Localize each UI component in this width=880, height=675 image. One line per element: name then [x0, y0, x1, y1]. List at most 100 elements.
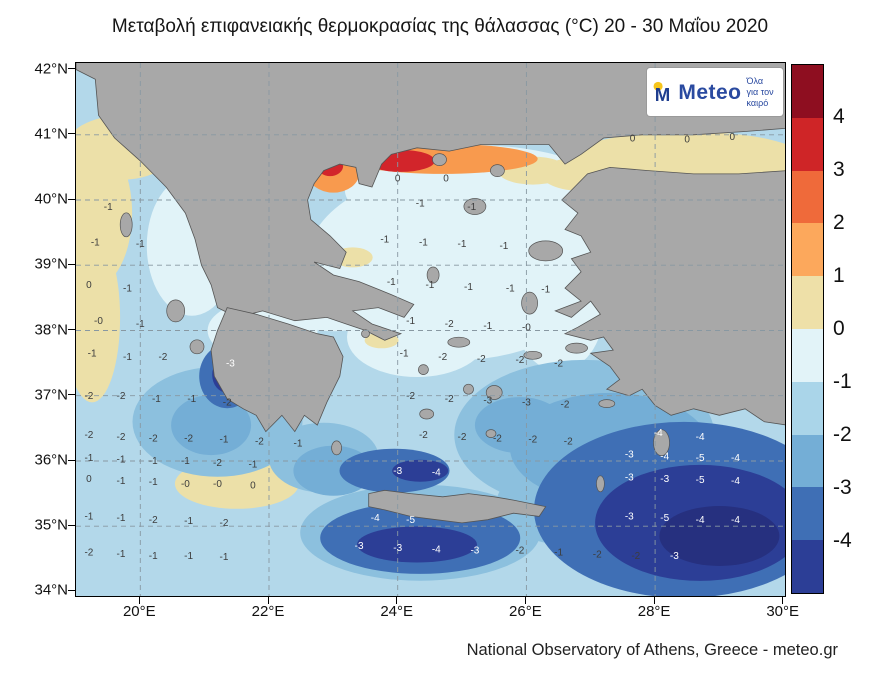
sea-temp-value-label: -1 — [499, 241, 508, 252]
sea-temp-value-label: -1 — [419, 238, 428, 249]
sea-temp-value-label: -4 — [731, 515, 740, 526]
sea-temp-value-label: -2 — [117, 432, 126, 443]
sea-temp-value-label: -4 — [696, 515, 705, 526]
sea-temp-value-label: -5 — [696, 475, 705, 486]
lat-axis-label: 35°N — [34, 516, 68, 534]
sea-temp-value-label: -4 — [371, 513, 380, 524]
island — [565, 342, 588, 354]
lat-axis-label: 39°N — [34, 255, 68, 273]
sea-temp-value-label: -2 — [223, 398, 232, 409]
sea-temp-value-label: -1 — [184, 516, 193, 527]
sea-anomaly-region — [357, 526, 477, 563]
colorbar-tick-label: -1 — [833, 370, 852, 393]
lon-axis-label: 28°E — [637, 603, 671, 620]
lat-axis-label: 36°N — [34, 451, 68, 469]
sea-temp-value-label: -1 — [117, 476, 126, 487]
sea-temp-value-label: -5 — [660, 513, 669, 524]
sea-temp-value-label: -2 — [255, 437, 264, 448]
lon-tick-mark — [524, 597, 526, 604]
island — [426, 266, 440, 284]
sea-temp-value-label: -1 — [387, 277, 396, 288]
sea-temp-value-label: -1 — [84, 512, 93, 523]
sea-temp-value-label: -1 — [294, 439, 303, 450]
lon-axis-label: 20°E — [122, 603, 156, 620]
sea-temp-value-label: -1 — [149, 551, 158, 562]
island — [521, 291, 538, 315]
sea-temp-value-label: -1 — [506, 283, 515, 294]
sea-temp-value-label: -3 — [625, 512, 634, 523]
meteo-logo-text: Meteo — [678, 82, 741, 103]
lon-axis-label: 26°E — [509, 603, 542, 620]
sea-temp-value-label: 0 — [86, 474, 92, 485]
sea-temp-value-label: -3 — [670, 551, 679, 562]
sea-temp-value-label: 0 — [443, 174, 449, 185]
sea-temp-value-label: -1 — [458, 239, 467, 250]
sea-temp-value-label: -2 — [158, 352, 167, 363]
lon-tick-mark — [782, 597, 784, 604]
lat-tick-mark — [68, 263, 75, 265]
colorbar-segment — [792, 117, 823, 171]
sea-temp-value-label: -2 — [117, 391, 126, 402]
sea-temp-value-label: 0 — [630, 133, 636, 144]
sea-temp-value-label: -1 — [136, 319, 145, 330]
sea-temp-value-label: -3 — [355, 541, 364, 552]
sea-temp-value-label: 0 — [395, 174, 401, 185]
island — [598, 399, 616, 408]
colorbar-segment — [792, 540, 823, 593]
sea-temp-value-label: -4 — [654, 428, 663, 439]
sea-anomaly-region — [171, 395, 252, 456]
sea-anomaly-region — [347, 297, 487, 377]
sea-temp-value-label: -0 — [94, 316, 103, 327]
sea-temp-value-label: -1 — [380, 234, 389, 245]
lat-tick-mark — [68, 329, 75, 330]
island — [463, 383, 474, 395]
lon-axis-label: 24°E — [380, 603, 414, 620]
attribution-text: National Observatory of Athens, Greece -… — [466, 641, 838, 659]
sea-temp-value-label: -1 — [184, 551, 193, 562]
sea-temp-value-label: -1 — [181, 456, 190, 467]
sea-temp-value-label: -3 — [470, 546, 479, 557]
island — [361, 329, 370, 339]
sea-temp-value-label: -3 — [226, 358, 235, 369]
lon-tick-mark — [396, 597, 398, 604]
sea-temp-value-label: -4 — [660, 452, 669, 463]
colorbar-tick-label: 1 — [833, 264, 845, 287]
sea-temp-value-label: -5 — [696, 453, 705, 464]
sea-anomaly-region — [474, 397, 565, 454]
sea-temp-value-label: -2 — [406, 391, 415, 402]
sea-temp-value-label: -4 — [731, 476, 740, 487]
sea-temp-value-label: -4 — [432, 544, 441, 555]
lon-tick-mark — [653, 597, 655, 604]
island — [447, 336, 471, 348]
landmass — [368, 489, 547, 524]
sea-temp-value-label: -2 — [458, 432, 467, 443]
sea-temp-value-label: -0 — [181, 479, 190, 490]
sea-temp-value-label: -2 — [554, 358, 563, 369]
sea-temp-value-label: 0 — [684, 135, 690, 146]
sea-temp-value-label: -2 — [419, 430, 428, 441]
colorbar-tick-label: 0 — [833, 317, 845, 340]
island — [119, 212, 133, 238]
colorbar-segment — [792, 223, 823, 277]
island — [523, 350, 543, 360]
island — [596, 475, 605, 493]
sea-temp-value-label: -1 — [425, 280, 434, 291]
sea-temp-value-label: -3 — [625, 473, 634, 484]
sea-temp-value-label: -2 — [515, 546, 524, 557]
meteo-tagline: Όλα για τον καιρό — [746, 76, 774, 108]
meteo-logo[interactable]: M Meteo Όλα για τον καιρό — [647, 68, 783, 116]
sea-temp-value-label: -1 — [406, 316, 415, 327]
lon-axis-label: 30°E — [766, 603, 800, 620]
island — [485, 429, 497, 438]
sea-temp-value-label: -1 — [416, 199, 425, 210]
sea-temp-value-label: 0 — [86, 280, 92, 291]
sea-temp-value-label: -2 — [438, 352, 447, 363]
lon-axis-label: 22°E — [251, 603, 285, 620]
sea-temp-value-label: -2 — [149, 515, 158, 526]
colorbar-segment — [792, 328, 823, 382]
colorbar-segment — [792, 65, 823, 118]
colorbar-tick-label: -2 — [833, 423, 852, 446]
lat-tick-mark — [68, 524, 75, 526]
sea-temp-value-label: -2 — [561, 400, 570, 411]
